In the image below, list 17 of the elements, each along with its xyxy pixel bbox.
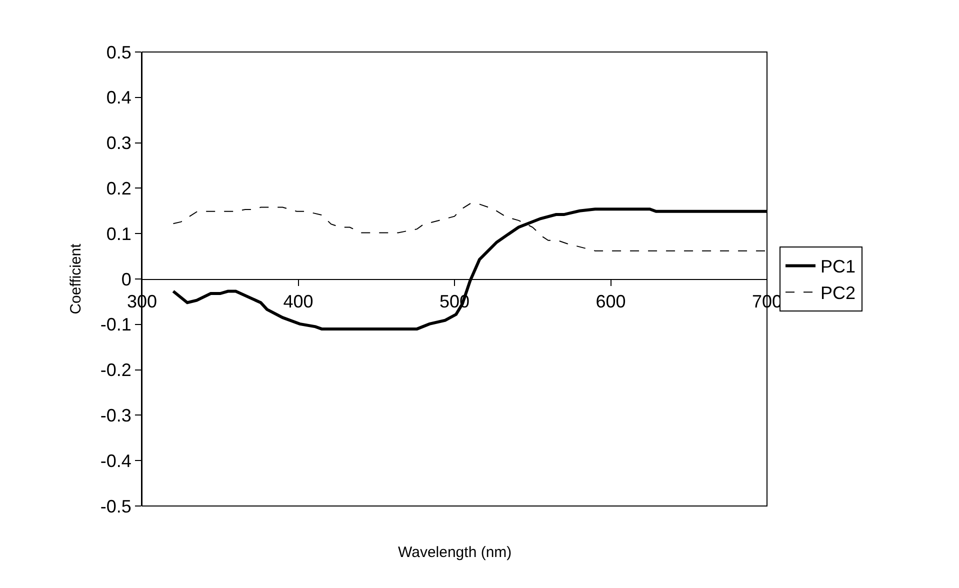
y-tick-label: -0.4 (100, 450, 132, 471)
y-tick-label: -0.1 (100, 314, 132, 335)
x-tick-label: 600 (596, 292, 626, 312)
y-tick-label: 0.2 (106, 178, 132, 198)
x-axis-title: Wavelength (nm) (398, 544, 512, 561)
legend-label: PC2 (820, 283, 856, 304)
y-tick-label: 0.3 (106, 133, 132, 154)
y-tick-label: -0.5 (100, 496, 132, 516)
legend-label: PC1 (820, 256, 856, 277)
y-tick-label: -0.2 (100, 360, 132, 380)
y-tick-label: 0.1 (106, 224, 132, 244)
y-tick-label: -0.3 (100, 406, 132, 426)
y-axis-title: Coefficient (68, 242, 85, 314)
x-tick-label: 400 (283, 292, 314, 312)
y-tick-label: 0.5 (106, 42, 132, 62)
y-tick-label: 0.4 (106, 88, 132, 108)
y-tick-label: 0 (121, 269, 132, 290)
